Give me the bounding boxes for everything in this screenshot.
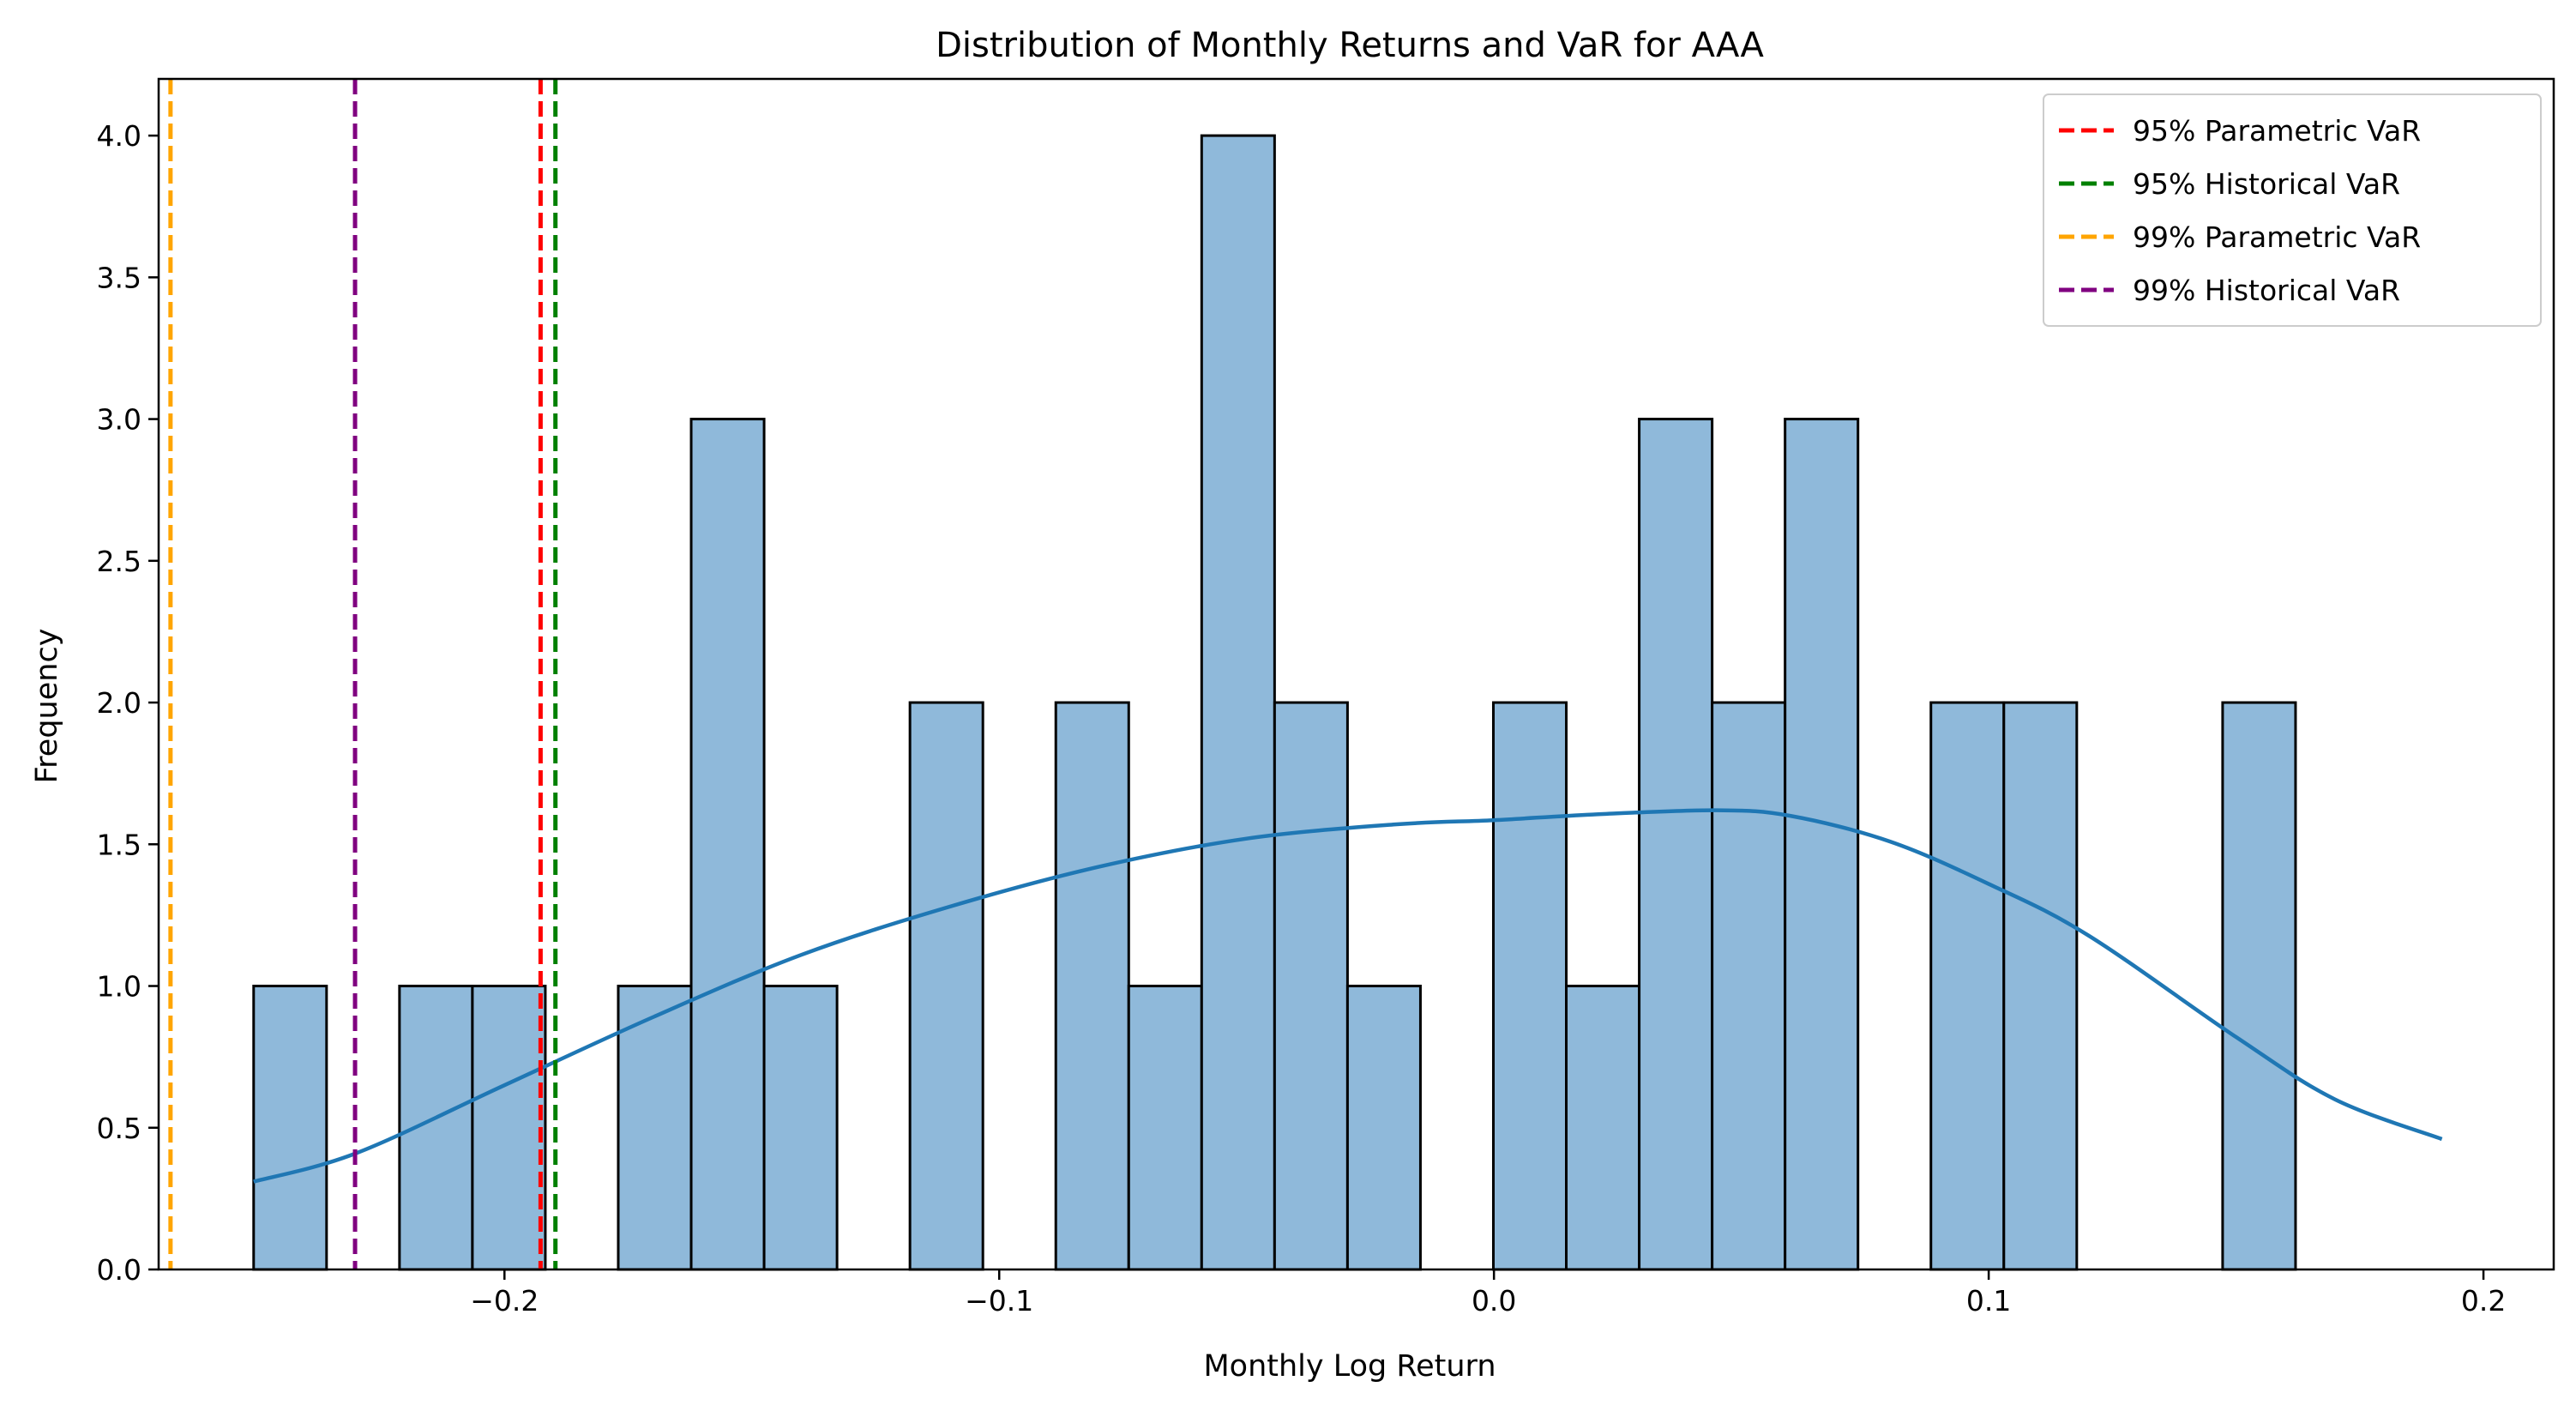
kde-curve-group: [253, 808, 2443, 1184]
y-axis-label: Frequency: [30, 629, 64, 784]
legend-box: [2043, 93, 2542, 327]
x-tick-label: 0.0: [1472, 1284, 1516, 1318]
kde-curve: [253, 808, 2443, 1184]
histogram-bar: [1127, 985, 1203, 1271]
histogram-bar: [1491, 701, 1568, 1271]
y-tick-label: 3.0: [97, 403, 141, 437]
histogram-bar: [1345, 985, 1422, 1271]
histogram-bar: [1929, 701, 2006, 1271]
legend-label: 95% Parametric VaR: [2133, 114, 2421, 148]
histogram-bar: [1784, 418, 1860, 1271]
histogram-bar: [689, 418, 766, 1271]
y-tick-label: 0.5: [97, 1112, 141, 1145]
x-tick-label: 0.2: [2461, 1284, 2506, 1318]
plot-frame: [157, 77, 2555, 1271]
histogram-bar: [762, 985, 839, 1271]
x-axis-label: Monthly Log Return: [1203, 1349, 1496, 1384]
histogram-bar: [471, 985, 547, 1271]
histogram-bars: [252, 134, 2297, 1271]
x-tick-label: −0.1: [965, 1284, 1033, 1318]
x-tick-label: 0.1: [1966, 1284, 2011, 1318]
y-tick-label: 2.0: [97, 686, 141, 720]
histogram-bar: [1711, 701, 1787, 1271]
y-tick-label: 2.5: [97, 545, 141, 578]
histogram-bar: [2221, 701, 2297, 1271]
histogram-bar: [1200, 134, 1276, 1271]
var-lines: [168, 79, 558, 1269]
histogram-bar: [252, 985, 328, 1271]
chart-title: Distribution of Monthly Returns and VaR …: [936, 26, 1764, 65]
legend-label: 99% Parametric VaR: [2133, 220, 2421, 254]
axes: −0.2 −0.1 0.0 0.1 0.2 0.0 0.5 1.0 1.5 2.0 2.5 3.0 3.…: [97, 77, 2555, 1318]
y-tick-label: 1.0: [97, 970, 141, 1004]
histogram-bar: [1565, 985, 1641, 1271]
histogram-bar: [908, 701, 984, 1271]
histogram-bar: [1273, 701, 1349, 1271]
histogram-bar: [1054, 701, 1130, 1271]
x-tick-label: −0.2: [470, 1284, 539, 1318]
y-tick-label: 1.5: [97, 828, 141, 861]
y-tick-label: 0.0: [97, 1253, 141, 1287]
y-tick-label: 4.0: [97, 119, 141, 153]
legend: 95% Parametric VaR 95% Historical VaR 99% …: [2043, 93, 2542, 327]
histogram-bar: [1638, 418, 1714, 1271]
legend-label: 99% Historical VaR: [2133, 274, 2400, 307]
legend-label: 95% Historical VaR: [2133, 167, 2400, 201]
histogram-bar: [2002, 701, 2079, 1271]
y-tick-label: 3.5: [97, 261, 141, 294]
